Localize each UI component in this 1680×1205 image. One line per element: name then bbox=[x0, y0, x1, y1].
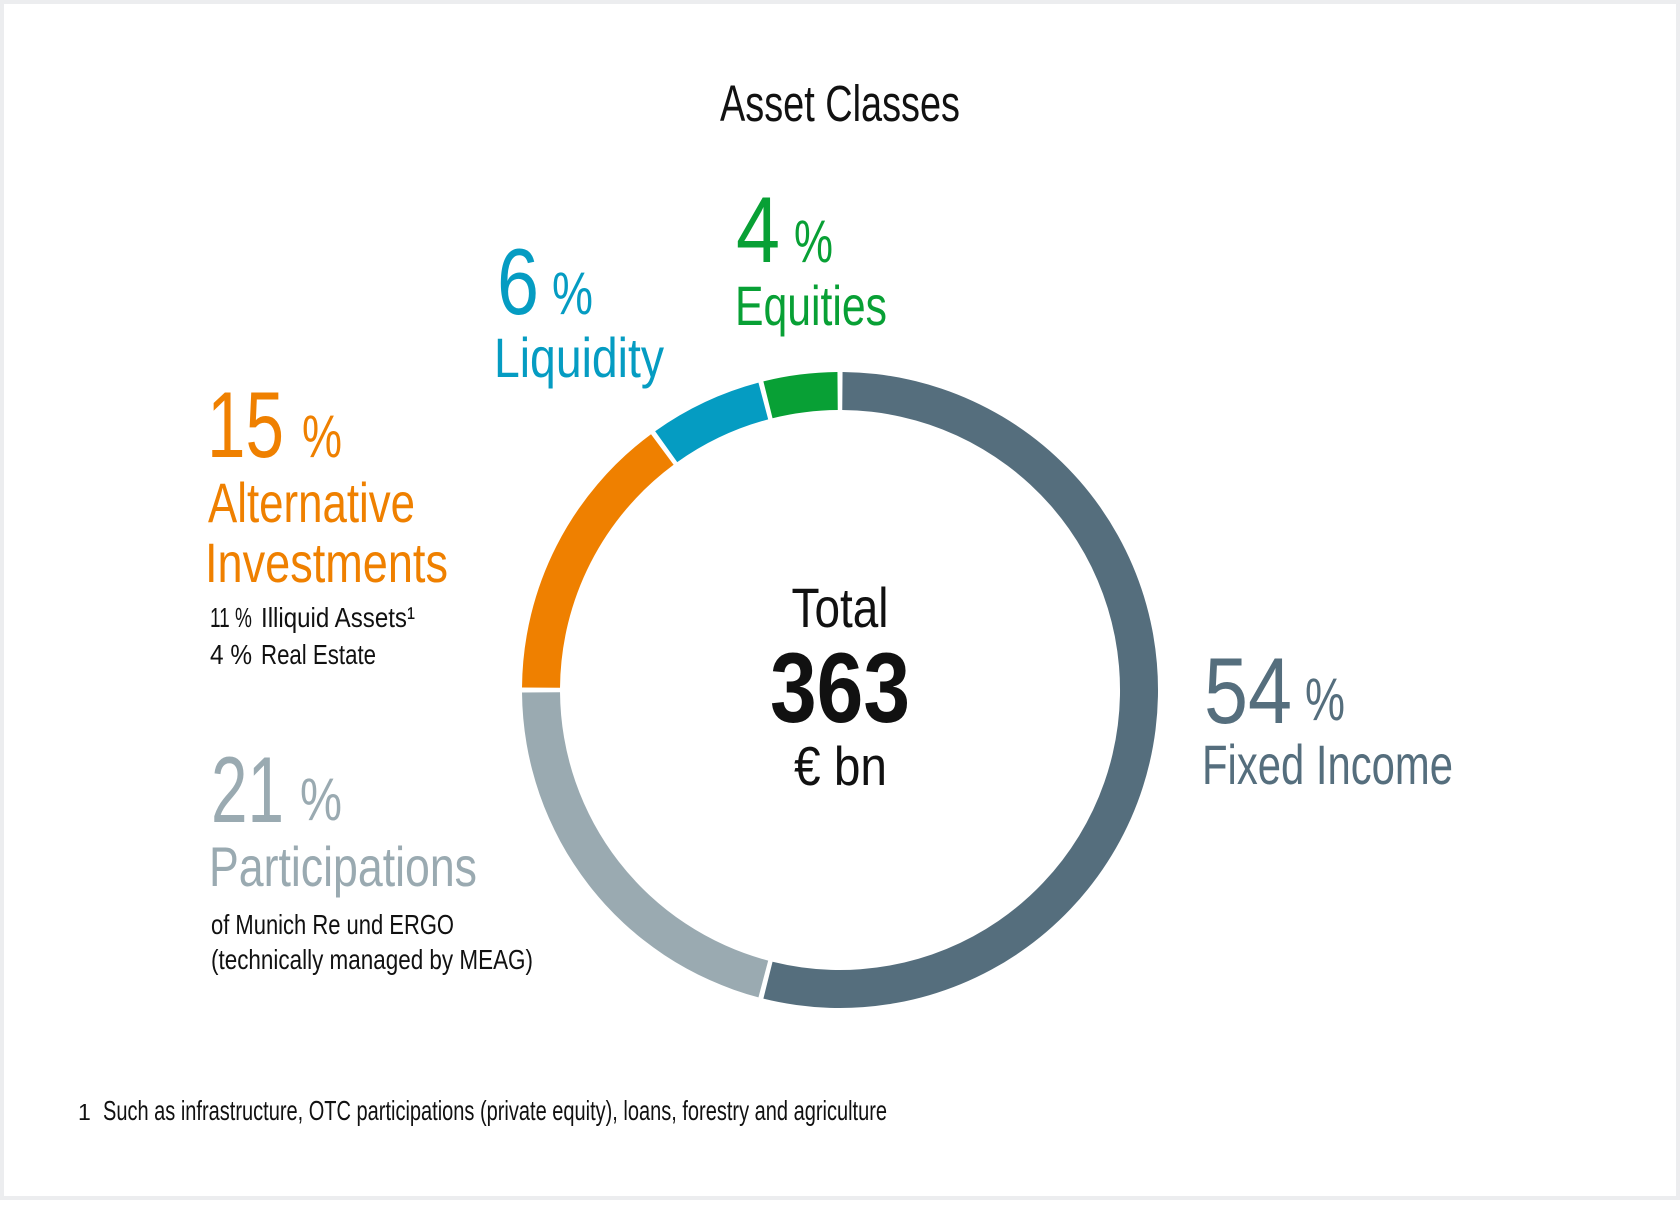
svg-text:4: 4 bbox=[736, 177, 780, 282]
svg-text:%: % bbox=[1305, 666, 1345, 733]
svg-text:15: 15 bbox=[207, 372, 284, 477]
svg-text:Equities: Equities bbox=[735, 274, 887, 337]
svg-text:Participations: Participations bbox=[209, 835, 477, 898]
svg-text:Fixed Income: Fixed Income bbox=[1202, 733, 1453, 796]
svg-text:Liquidity: Liquidity bbox=[494, 326, 664, 389]
svg-text:Total: Total bbox=[792, 576, 889, 639]
svg-text:54: 54 bbox=[1204, 638, 1292, 743]
svg-text:Real Estate: Real Estate bbox=[261, 639, 376, 670]
svg-text:Alternative: Alternative bbox=[208, 471, 415, 534]
svg-text:Asset Classes: Asset Classes bbox=[720, 75, 960, 132]
svg-text:%: % bbox=[552, 260, 593, 327]
svg-text:1: 1 bbox=[78, 1099, 91, 1125]
svg-text:%: % bbox=[300, 766, 342, 833]
svg-text:363: 363 bbox=[770, 632, 910, 743]
svg-text:4 %: 4 % bbox=[210, 639, 252, 670]
svg-text:11 %: 11 % bbox=[210, 602, 252, 633]
svg-text:of Munich Re und ERGO: of Munich Re und ERGO bbox=[211, 909, 454, 940]
svg-text:6: 6 bbox=[497, 229, 539, 334]
svg-text:Such as infrastructure, OTC pa: Such as infrastructure, OTC participatio… bbox=[103, 1095, 887, 1126]
svg-text:€ bn: € bn bbox=[794, 735, 887, 797]
svg-text:%: % bbox=[794, 208, 833, 275]
svg-text:Illiquid Assets¹: Illiquid Assets¹ bbox=[261, 602, 415, 633]
svg-text:21: 21 bbox=[211, 737, 284, 842]
svg-text:Investments: Investments bbox=[205, 531, 448, 594]
svg-text:(technically managed by MEAG): (technically managed by MEAG) bbox=[211, 944, 533, 975]
svg-text:%: % bbox=[302, 403, 342, 470]
